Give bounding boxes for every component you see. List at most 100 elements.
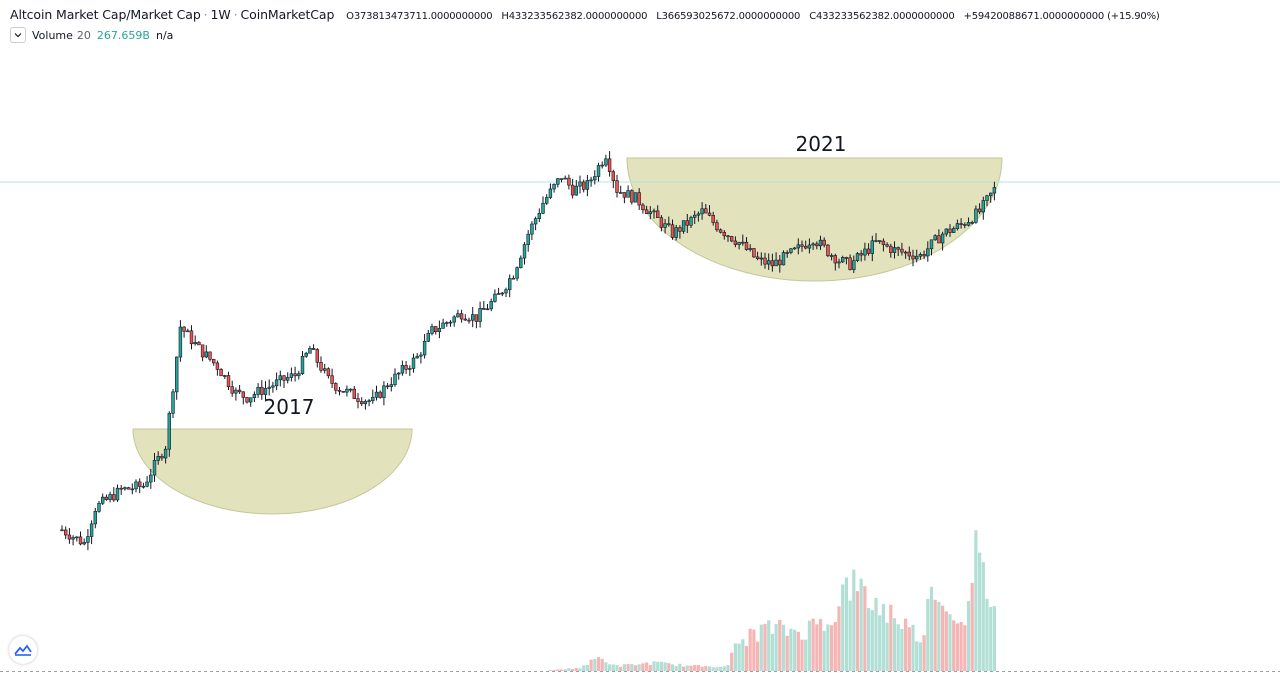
candle-body: [837, 261, 841, 264]
volume-bar: [559, 669, 564, 671]
candle-body: [433, 326, 438, 332]
candle-body: [252, 394, 257, 399]
candle-body: [537, 213, 542, 219]
candle-body: [422, 341, 427, 356]
volume-bar: [641, 663, 645, 671]
collapse-legend-button[interactable]: [10, 27, 26, 43]
candle-body: [929, 239, 934, 250]
candle-body: [803, 246, 808, 249]
candle-body: [852, 260, 856, 270]
candle-body: [78, 536, 83, 545]
candle-body: [822, 239, 826, 246]
volume-indicator-name[interactable]: Volume: [32, 28, 73, 42]
volume-bar: [985, 598, 989, 671]
candle-body: [848, 257, 852, 270]
candle-body: [411, 357, 416, 369]
volume-bar: [874, 597, 878, 671]
volume-bar: [948, 614, 952, 671]
candle-body: [308, 348, 312, 354]
candle-body: [197, 342, 201, 346]
candle-body: [237, 389, 242, 393]
volume-bar: [992, 606, 996, 671]
candle-body: [877, 240, 882, 242]
close-value: 433233562382.0000000000: [815, 11, 955, 22]
volume-bar: [574, 667, 578, 671]
candle-body: [263, 388, 268, 395]
volume-bar: [733, 643, 737, 671]
volume-bar: [719, 666, 723, 671]
volume-bar: [582, 665, 586, 671]
candle-body: [966, 222, 971, 226]
separator: ·: [203, 7, 208, 22]
candle-body: [474, 314, 479, 322]
candle-body: [160, 455, 164, 459]
volume-bar: [830, 625, 834, 671]
volume-bar: [637, 664, 641, 671]
interval-label[interactable]: 1W: [210, 7, 231, 22]
candle-body: [75, 536, 79, 539]
candle-body: [489, 301, 493, 310]
candle-body: [559, 178, 564, 180]
legend-header: Altcoin Market Cap/Market Cap · 1W · CoinMar…: [10, 7, 1166, 22]
volume-bar: [811, 618, 815, 671]
volume-bar: [685, 665, 689, 671]
candle-body: [618, 192, 623, 194]
candle-body: [940, 233, 945, 244]
candle-body: [741, 241, 745, 244]
candle-body: [829, 255, 834, 257]
volume-bar: [793, 629, 797, 671]
high-label: H: [501, 11, 509, 22]
candle-body: [485, 308, 490, 311]
candle-body: [437, 328, 442, 332]
candle-body: [855, 253, 860, 261]
candle-body: [315, 349, 319, 363]
volume-bar: [693, 664, 697, 671]
candle-body: [245, 397, 249, 403]
candle-body: [145, 481, 149, 487]
volume-bars: [548, 530, 996, 671]
candle-body: [430, 326, 434, 334]
volume-bar: [807, 620, 811, 671]
candle-body: [515, 267, 519, 279]
candle-body: [478, 308, 482, 322]
candle-body: [123, 487, 127, 490]
candle-body: [574, 185, 579, 196]
volume-bar: [596, 657, 601, 671]
candle-body: [289, 373, 294, 378]
candle-body: [722, 231, 727, 237]
symbol-title[interactable]: Altcoin Market Cap/Market Cap: [10, 7, 201, 22]
candle-body: [815, 243, 819, 247]
candle-body: [748, 248, 752, 250]
candle-body: [134, 481, 138, 490]
candle-body: [89, 523, 94, 537]
volume-bar: [778, 619, 782, 671]
candle-body: [341, 390, 345, 393]
candle-body: [152, 460, 157, 476]
volume-bar: [548, 670, 552, 671]
volume-bar: [667, 663, 671, 671]
candle-body: [630, 190, 634, 203]
volume-bar: [619, 666, 623, 671]
candle-body: [507, 278, 512, 290]
annotation-2021: 2021: [796, 132, 847, 156]
volume-bar: [904, 618, 908, 671]
candle-body: [274, 379, 279, 387]
volume-bar: [670, 664, 675, 671]
candle-body: [219, 369, 223, 377]
candle-body: [866, 248, 871, 254]
tradingview-logo-button[interactable]: [9, 636, 37, 664]
candle-body: [652, 210, 656, 213]
candle-body: [97, 502, 101, 512]
cup-2017[interactable]: [132, 428, 413, 515]
volume-bar: [556, 669, 560, 671]
candle-body: [400, 365, 405, 374]
volume-bar: [763, 623, 767, 671]
candle-body: [496, 293, 501, 295]
volume-bar: [704, 666, 708, 671]
volume-bar: [589, 659, 593, 671]
candlestick-series: [60, 151, 997, 551]
candle-body: [737, 242, 741, 245]
cup-2021[interactable]: [626, 157, 1003, 282]
